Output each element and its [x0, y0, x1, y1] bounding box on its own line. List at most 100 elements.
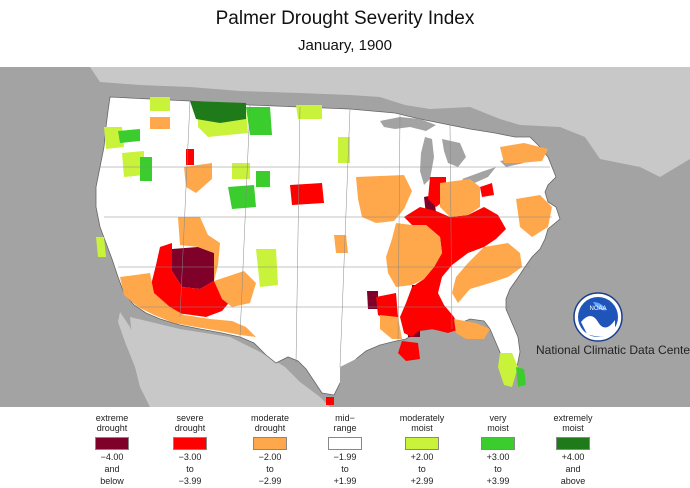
region-moderate-drought [184, 163, 212, 193]
legend-label: range [333, 423, 357, 433]
region-very-moist [246, 107, 272, 135]
legend-label: mid− [335, 413, 355, 423]
baja-landmass [118, 312, 150, 387]
extremely-moist-regions [190, 101, 246, 123]
region-moderate-drought [516, 195, 552, 237]
legend-swatch [173, 437, 207, 450]
drought-map-svg [0, 67, 690, 407]
region-moderate-drought [454, 319, 490, 339]
legend-swatch [95, 437, 129, 450]
region-moderate-drought [386, 223, 442, 287]
region-moderate-drought [150, 117, 170, 129]
legend-label: moist [562, 423, 584, 433]
region-very-moist [118, 129, 140, 143]
region-moderate-drought [440, 179, 480, 217]
region-moderately-moist [96, 237, 106, 257]
legend-label: drought [96, 423, 128, 433]
noaa-logo-text: NOAA [589, 306, 606, 312]
very-moist-regions [118, 107, 526, 387]
region-severe-drought [150, 243, 232, 317]
region-moderately-moist [256, 249, 278, 287]
climate-division-lines [100, 100, 552, 368]
legend-item-extreme-drought: extreme drought −4.00 and below [82, 409, 142, 486]
region-extreme-drought [172, 247, 214, 289]
legend-swatch [481, 437, 515, 450]
legend-range: above [560, 476, 586, 486]
region-severe-drought [398, 341, 420, 361]
legend-label: moderately [399, 413, 445, 423]
region-severe-drought [326, 397, 334, 405]
legend-item-moderately-moist: moderately moist +2.00 to +2.99 [392, 409, 452, 486]
region-very-moist [228, 185, 256, 209]
lake-huron [442, 139, 466, 167]
region-moderate-drought [334, 235, 348, 253]
region-moderately-moist [296, 105, 322, 119]
canada-landmass [0, 67, 690, 177]
region-severe-drought [290, 183, 324, 205]
region-severe-drought [186, 149, 194, 165]
legend-swatch [253, 437, 287, 450]
region-moderate-drought [380, 315, 402, 339]
legend-range: −4.00 [100, 452, 124, 462]
legend-label: drought [254, 423, 286, 433]
legend-range: −2.00 [258, 452, 282, 462]
legend-item-extremely-moist: extremely moist +4.00 and above [543, 409, 603, 486]
legend-range: to [341, 464, 349, 474]
region-moderate-drought [178, 217, 220, 281]
region-very-moist [256, 171, 270, 187]
region-moderate-drought [120, 273, 256, 337]
lake-superior [380, 117, 436, 131]
region-moderate-drought [214, 271, 256, 307]
legend-label: moist [487, 423, 509, 433]
legend-range: −2.99 [258, 476, 282, 486]
legend-range: and [565, 464, 581, 474]
region-moderate-drought [500, 143, 548, 163]
mexico-landmass [130, 317, 330, 407]
region-moderate-drought [452, 243, 522, 303]
legend-range: +2.00 [410, 452, 434, 462]
region-moderately-moist [150, 97, 170, 111]
region-very-moist [516, 367, 526, 387]
gulf-of-mexico [340, 329, 505, 407]
region-extremely-moist [190, 101, 246, 123]
legend-item-very-moist: very moist +3.00 to +3.99 [468, 409, 528, 486]
region-moderately-moist [498, 353, 518, 387]
map-subtitle: January, 1900 [298, 37, 392, 54]
region-severe-drought [400, 207, 506, 337]
lake-michigan [420, 137, 434, 185]
map-title: Palmer Drought Severity Index [215, 8, 475, 29]
legend-label: very [489, 413, 507, 423]
legend-range: and [104, 464, 120, 474]
legend-range: −3.00 [178, 452, 202, 462]
legend-range: +4.00 [561, 452, 585, 462]
drought-map [0, 67, 690, 407]
legend-range: −3.99 [178, 476, 202, 486]
region-moderately-moist [338, 137, 350, 163]
legend-label: extremely [553, 413, 593, 423]
legend-range: +2.99 [410, 476, 434, 486]
legend-range: +1.99 [333, 476, 357, 486]
legend-label: moderate [250, 413, 290, 423]
legend-range: to [266, 464, 274, 474]
noaa-logo-icon: NOAA [573, 292, 623, 342]
legend-range: to [186, 464, 194, 474]
region-severe-drought [480, 183, 494, 197]
region-moderate-drought [356, 175, 412, 223]
region-severe-drought [376, 293, 398, 319]
legend-swatch [405, 437, 439, 450]
legend-range: to [418, 464, 426, 474]
legend-swatch [556, 437, 590, 450]
legend-range: +3.00 [486, 452, 510, 462]
legend-item-mid-range: mid− range −1.99 to +1.99 [315, 409, 375, 486]
legend-label: extreme [95, 413, 129, 423]
legend-label: drought [174, 423, 206, 433]
legend-label: severe [176, 413, 204, 423]
legend-range: to [494, 464, 502, 474]
credit-text: National Climatic Data Center [536, 343, 690, 357]
legend-range: below [100, 476, 124, 486]
legend-item-severe-drought: severe drought −3.00 to −3.99 [160, 409, 220, 486]
region-moderately-moist [122, 151, 144, 177]
legend-swatch [328, 437, 362, 450]
legend: extreme drought −4.00 and below severe dro… [0, 409, 690, 488]
region-very-moist [140, 157, 152, 181]
